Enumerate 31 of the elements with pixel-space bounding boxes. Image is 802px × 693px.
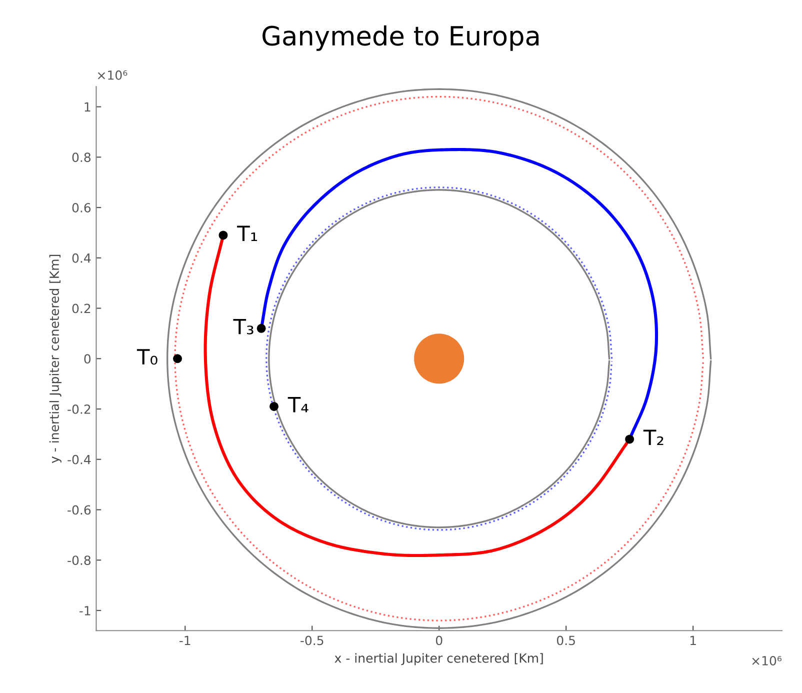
point — [625, 434, 634, 444]
point — [256, 324, 266, 333]
x-axis-title: x - inertial Jupiter cenetered [Km] — [334, 653, 543, 666]
point — [270, 402, 279, 411]
y-tick-label: 0.6 — [72, 202, 91, 212]
x-tick-label: 0.5 — [556, 636, 575, 646]
y-tick-label: 0.8 — [72, 152, 91, 162]
y-tick-label: 0 — [84, 354, 91, 364]
text: ×10⁶ — [752, 656, 782, 666]
y-tick-label: -0.8 — [68, 556, 91, 566]
y-tick-label: 1 — [84, 102, 90, 112]
y-tick-label: 0.2 — [72, 304, 90, 314]
y-tick-label: -0.6 — [68, 505, 91, 515]
chart-title: Ganymede to Europa — [262, 25, 539, 51]
annotation: T₀ — [136, 349, 158, 365]
point — [218, 230, 228, 240]
y-tick-label: -1 — [80, 606, 90, 616]
annotation: T₂ — [643, 430, 664, 446]
x-tick-label: -1 — [180, 636, 190, 645]
point — [173, 354, 182, 364]
x-tick-label: -0.5 — [300, 636, 324, 646]
x-tick-label: 1 — [690, 636, 696, 645]
y-tick-label: -0.2 — [68, 404, 90, 414]
y-tick-label: 0.4 — [72, 253, 91, 263]
annotation: T₄ — [288, 397, 308, 412]
y-tick-label: -0.4 — [68, 454, 91, 464]
annotation: T₁ — [237, 226, 258, 242]
x-tick-label: 0 — [436, 636, 442, 646]
y-axis-title: y - inertial Jupiter cenetered [Km] — [49, 254, 62, 464]
annotation: T₃ — [233, 318, 254, 334]
text: ×10⁶ — [98, 70, 128, 80]
